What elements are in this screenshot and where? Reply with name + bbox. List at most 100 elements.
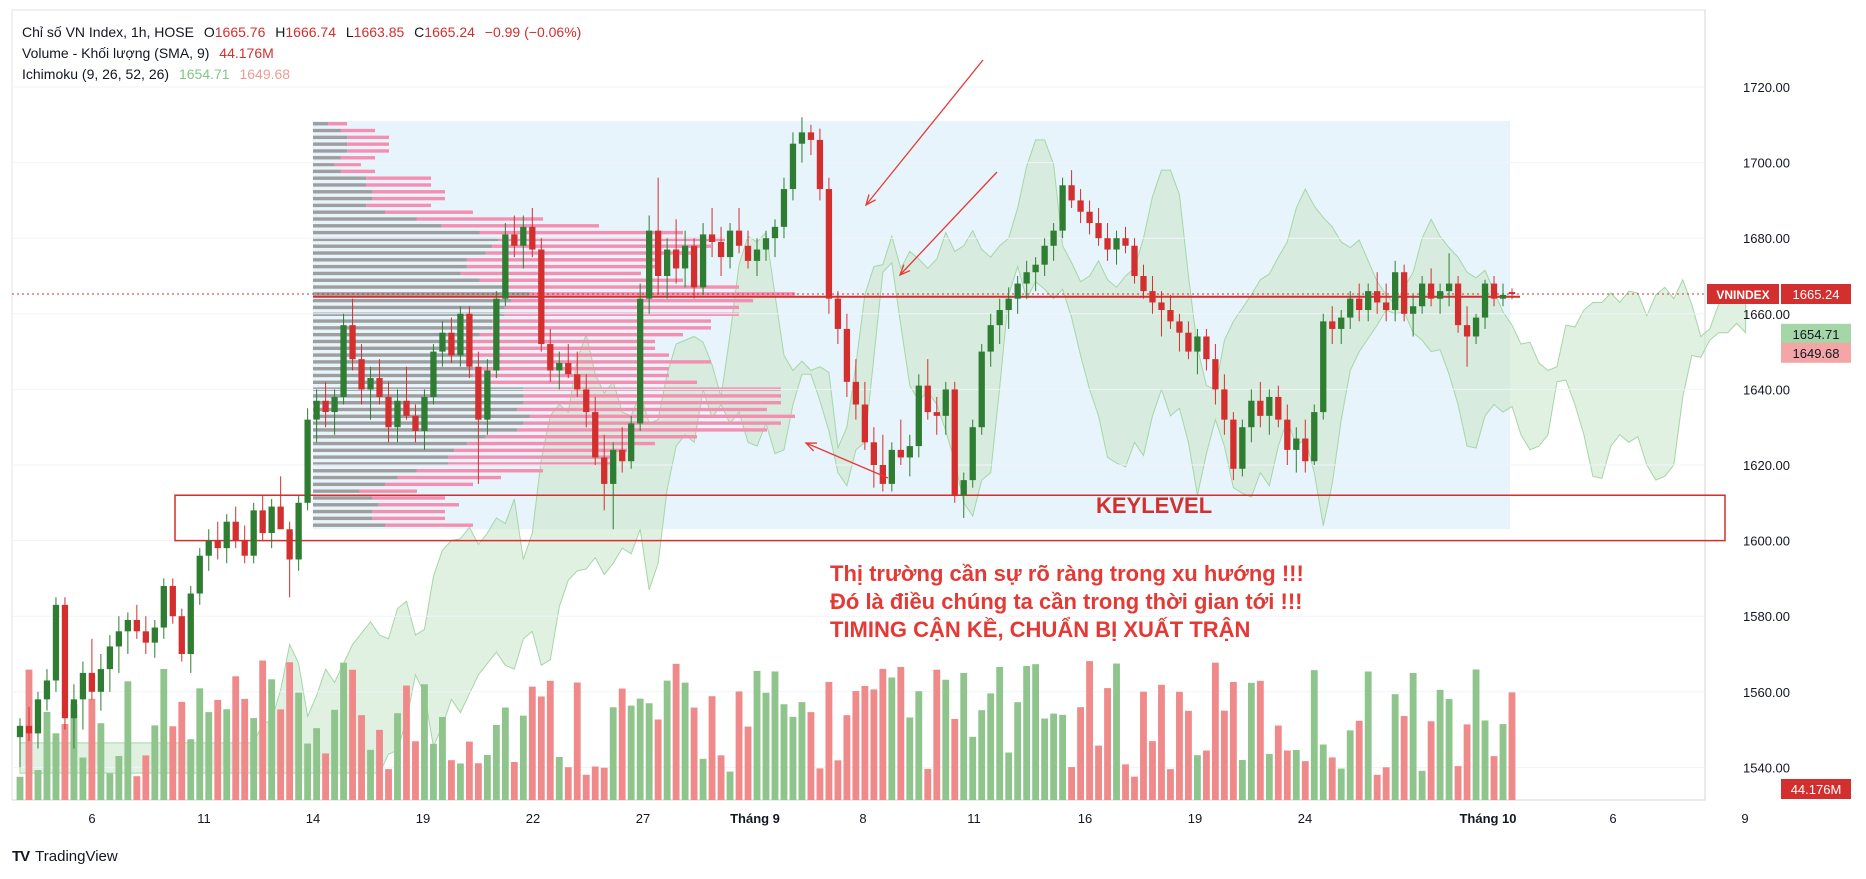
candle-body xyxy=(340,325,347,397)
candle-body xyxy=(1158,302,1165,311)
candle-body xyxy=(825,189,833,299)
profile-bar-buy xyxy=(366,203,431,208)
candle-body xyxy=(1436,291,1444,299)
profile-bar-buy xyxy=(340,128,375,133)
volume-bar xyxy=(708,696,716,800)
volume-bar xyxy=(519,715,527,800)
candle-body xyxy=(1122,238,1129,246)
profile-bar-buy xyxy=(347,142,389,146)
profile-bar-buy xyxy=(466,441,655,446)
candle-body xyxy=(1014,283,1021,299)
candle-body xyxy=(960,480,967,496)
tradingview-footer[interactable]: TV TradingView xyxy=(12,848,118,865)
price-tick-label: 1700.00 xyxy=(1743,156,1790,171)
price-tick-label: 1660.00 xyxy=(1743,307,1790,322)
volume-bar xyxy=(825,681,833,800)
volume-bar xyxy=(412,741,419,800)
candle-body xyxy=(367,378,374,390)
volume-bar xyxy=(744,726,752,800)
time-tick-label: 27 xyxy=(636,811,650,826)
candle-body xyxy=(843,328,851,382)
volume-bar xyxy=(906,717,914,800)
price-label-box xyxy=(1781,342,1851,363)
profile-bar-sell xyxy=(313,278,480,282)
profile-bar-buy xyxy=(340,156,375,160)
time-tick-label: 14 xyxy=(306,811,320,826)
volume-bar xyxy=(313,728,321,800)
arrow-1 xyxy=(865,59,984,206)
keylevel-label: KEYLEVEL xyxy=(1096,493,1213,518)
profile-bar-buy xyxy=(479,332,683,337)
legend-symbol-row: Chỉ số VN Index, 1h, HOSE O1665.76 H1666… xyxy=(22,22,587,43)
legend-close: 1665.24 xyxy=(424,24,475,40)
volume-bar xyxy=(456,763,464,800)
volume-bar xyxy=(834,760,842,800)
candle-body xyxy=(286,529,293,560)
arrow-2-head xyxy=(898,264,911,277)
candle-body xyxy=(151,627,158,643)
time-tick-label: 11 xyxy=(967,811,981,826)
volume-bar xyxy=(241,698,249,800)
candle-body xyxy=(717,241,725,258)
volume-bar xyxy=(807,712,815,800)
volume-bar xyxy=(735,691,743,800)
volume-bar xyxy=(34,770,42,800)
profile-bar-buy xyxy=(492,360,711,364)
candle-body xyxy=(1284,419,1291,450)
volume-bar xyxy=(789,716,797,800)
volume-bar xyxy=(1490,756,1498,800)
candle-body xyxy=(61,604,69,719)
candle-body xyxy=(663,249,671,276)
candle-body xyxy=(681,245,689,269)
candle-body xyxy=(699,234,707,288)
candle-body xyxy=(277,506,284,530)
volume-bar xyxy=(1005,752,1013,800)
profile-bar-sell xyxy=(313,455,448,459)
candle-body xyxy=(187,593,194,654)
volume-bar xyxy=(1409,673,1417,800)
candle-body xyxy=(493,298,500,371)
volume-bar xyxy=(1328,757,1336,800)
volume-bar xyxy=(1220,710,1228,800)
volume-bar xyxy=(1167,769,1174,800)
candle-body xyxy=(475,366,482,420)
volume-bar xyxy=(933,669,941,800)
volume-bar xyxy=(762,692,770,800)
volume-bar xyxy=(61,724,69,800)
volume-bar xyxy=(537,696,545,800)
volume-bar xyxy=(474,763,482,800)
candle-body xyxy=(1454,283,1462,326)
candle-body xyxy=(178,616,185,654)
volume-bar xyxy=(1256,680,1264,800)
volume-bar xyxy=(1418,770,1426,800)
profile-bar-sell xyxy=(313,448,455,453)
volume-bar xyxy=(394,713,401,800)
profile-bar-sell xyxy=(313,503,379,507)
profile-bar-buy xyxy=(366,176,431,180)
profile-bar-buy xyxy=(479,230,683,235)
profile-bar-sell xyxy=(313,251,486,255)
candle-body xyxy=(735,230,743,246)
profile-bar-buy xyxy=(485,380,697,384)
volume-bar xyxy=(1382,767,1390,800)
candle-body xyxy=(1374,291,1381,303)
profile-bar-sell xyxy=(313,360,493,364)
candle-body xyxy=(1059,185,1066,231)
volume-bar xyxy=(1032,664,1040,800)
candle-body xyxy=(529,226,536,250)
volume-bar xyxy=(340,662,347,800)
volume-bar xyxy=(690,707,698,800)
candle-body xyxy=(1490,283,1498,299)
profile-bar-sell xyxy=(313,319,493,323)
price-tick-label: 1600.00 xyxy=(1743,534,1790,549)
price-tick-label: 1680.00 xyxy=(1743,231,1790,246)
profile-bar-sell xyxy=(313,264,467,269)
candle-body xyxy=(1365,291,1372,311)
volume-bar xyxy=(331,709,338,800)
candle-body xyxy=(1194,336,1201,352)
profile-bar-sell xyxy=(313,196,373,201)
candle-body xyxy=(1005,298,1012,311)
volume-bar xyxy=(1086,661,1093,800)
volume-bar xyxy=(780,704,788,800)
